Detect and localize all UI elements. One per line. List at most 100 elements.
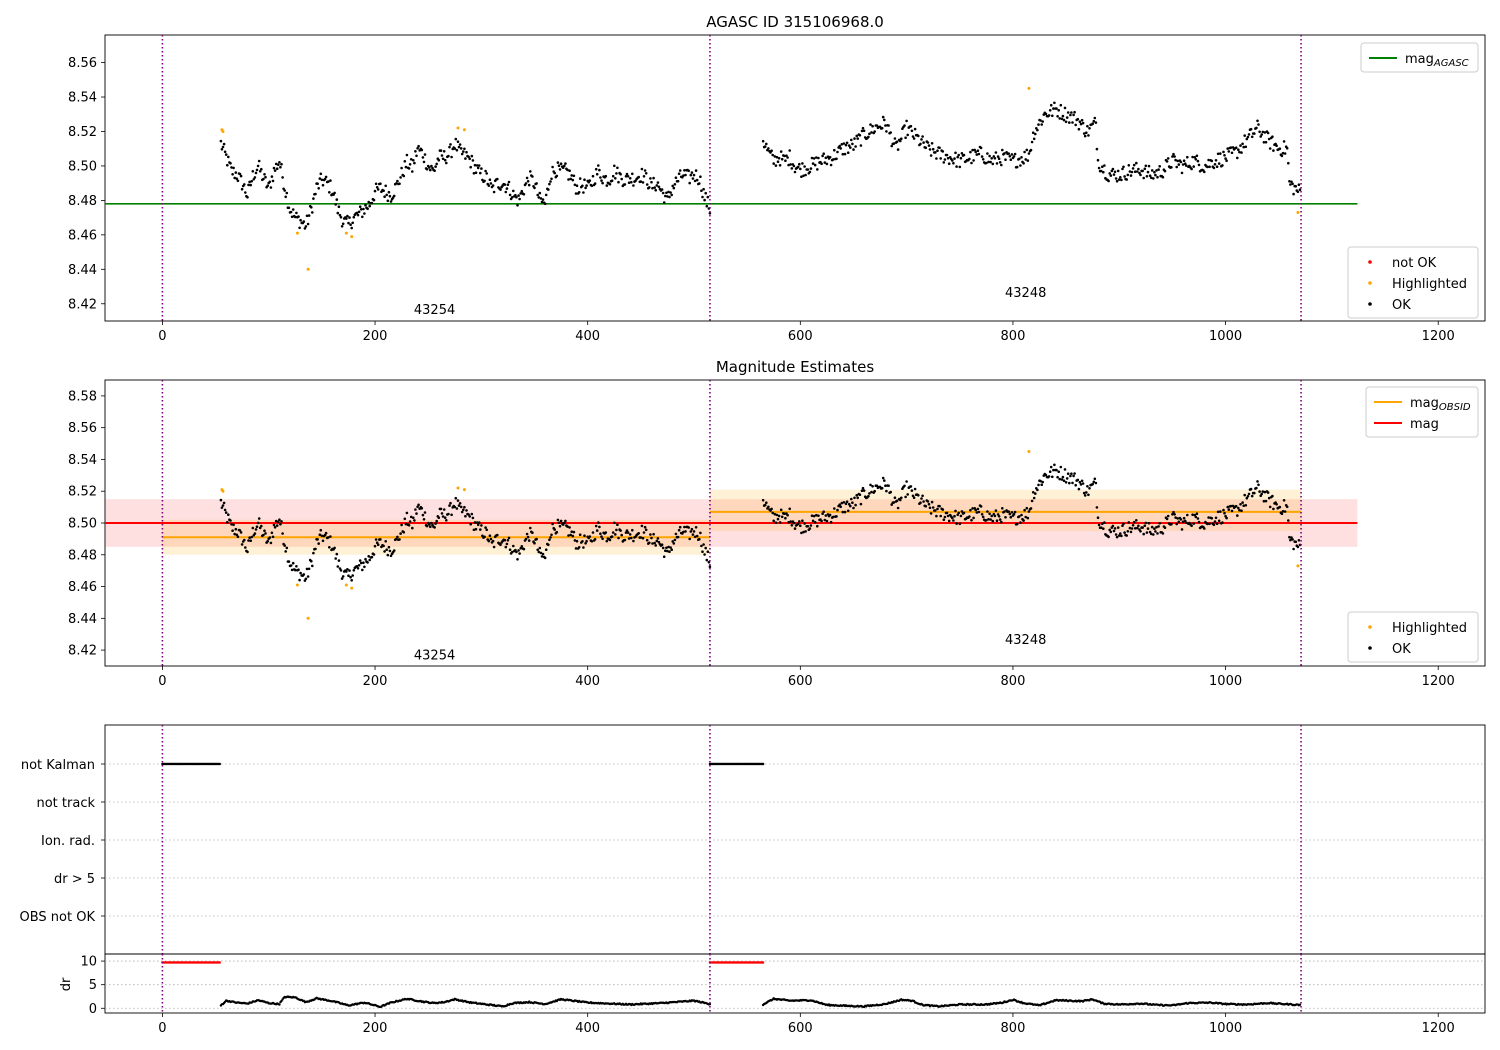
ok-point [815, 156, 818, 159]
ok-point [1196, 517, 1200, 520]
ok-point [793, 170, 797, 174]
ok-point [1018, 157, 1021, 161]
ok-point [1266, 131, 1270, 135]
ok-point [989, 518, 992, 521]
ok-point [708, 565, 712, 568]
ok-point [1213, 163, 1217, 166]
ok-point [1281, 510, 1285, 513]
ok-point [472, 528, 476, 532]
ok-point [1194, 515, 1198, 519]
ok-point [531, 531, 534, 534]
ok-point [594, 167, 598, 171]
ok-point [684, 173, 687, 177]
ok-point [626, 175, 630, 178]
ok-point [1245, 496, 1249, 500]
ok-point [290, 568, 294, 572]
ok-point [835, 515, 838, 518]
ok-point [510, 196, 514, 199]
ok-point [771, 511, 774, 515]
ok-point [1255, 486, 1258, 490]
ok-point [1010, 153, 1014, 156]
ok-point [1013, 510, 1017, 514]
ok-point [1203, 527, 1206, 530]
ok-point [1212, 166, 1216, 170]
ok-point [1193, 156, 1197, 159]
y-tick-label: 5 [89, 978, 97, 993]
y-tick-label: 8.52 [68, 485, 97, 500]
ok-point [559, 519, 563, 523]
ok-point [620, 533, 623, 537]
ok-point [289, 210, 293, 214]
ok-point [1180, 528, 1184, 531]
ok-point [825, 519, 829, 523]
ok-point [450, 155, 453, 159]
ok-point [512, 544, 515, 548]
ok-point [608, 183, 612, 186]
ok-point [537, 196, 541, 199]
ok-point [657, 540, 661, 544]
ok-point [641, 536, 645, 540]
ok-point [429, 525, 432, 529]
ok-point [334, 557, 338, 560]
ok-point [516, 204, 519, 207]
ok-point [505, 187, 509, 190]
ok-point [244, 546, 247, 549]
x-tick-label: 600 [788, 329, 813, 344]
ok-point [1044, 112, 1048, 116]
ok-point [383, 195, 386, 198]
ok-point [571, 178, 575, 182]
ok-point [468, 515, 472, 518]
obsid-label: 43248 [1005, 286, 1046, 301]
ok-point [517, 549, 520, 552]
ok-point [428, 166, 431, 169]
ok-point [366, 561, 369, 564]
ok-point [476, 166, 480, 170]
ok-point [1031, 131, 1035, 134]
ok-point [668, 550, 671, 553]
ok-point [1191, 155, 1194, 159]
ok-point [828, 513, 832, 517]
ok-point [820, 162, 823, 166]
ok-point [457, 504, 461, 507]
ok-point [1057, 109, 1060, 112]
ok-point [268, 180, 272, 184]
ok-point [306, 575, 310, 578]
ok-point [458, 502, 462, 505]
ok-point [1155, 169, 1158, 172]
ok-point [1231, 146, 1235, 149]
ok-point [557, 164, 561, 167]
ok-point [1264, 140, 1268, 144]
ok-point [525, 532, 529, 536]
ok-point [881, 476, 885, 480]
legend-dot-swatch [1368, 281, 1372, 285]
ok-point [1009, 515, 1013, 519]
ok-point [457, 145, 461, 149]
ok-point [1272, 149, 1275, 152]
ok-point [264, 175, 267, 179]
ok-point [367, 200, 371, 204]
ok-point [374, 538, 378, 541]
ok-point [665, 191, 668, 195]
ok-point [1128, 526, 1132, 530]
ok-point [548, 538, 551, 542]
legend-box [1360, 42, 1479, 73]
ok-point [472, 172, 476, 175]
ok-point [417, 503, 420, 507]
ok-point [811, 519, 815, 523]
y-tick-label: 8.44 [68, 612, 97, 627]
ok-point [1113, 170, 1117, 174]
ok-point [896, 148, 900, 151]
ok-point [372, 198, 376, 202]
ok-point [1020, 513, 1023, 517]
ok-point [499, 188, 502, 191]
ok-point [499, 543, 502, 547]
ok-point [946, 514, 950, 518]
ok-point [504, 545, 508, 549]
ok-point [599, 176, 602, 179]
ok-point [1051, 475, 1054, 479]
ok-point [423, 511, 427, 514]
ok-point [691, 177, 695, 180]
ok-point [481, 178, 484, 182]
ok-point [952, 519, 955, 522]
legend-label: not OK [1392, 256, 1437, 271]
